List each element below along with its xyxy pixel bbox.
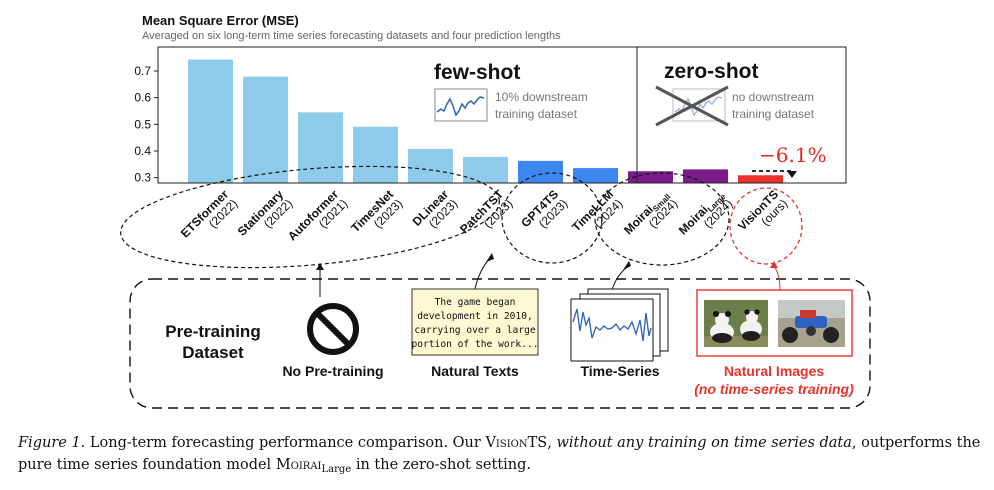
bar-moirai-small: [628, 171, 673, 183]
baseline-group-ellipse: [120, 165, 500, 269]
few-shot-desc-line1: 10% downstream: [495, 90, 588, 104]
bar-gpt4ts: [518, 160, 563, 183]
bar-autoformer: [298, 112, 343, 183]
text-sample-line: The game began: [435, 297, 516, 308]
text-sample-line: development in 2010,: [417, 311, 533, 322]
arrow-head: [486, 253, 494, 262]
bar-timellm: [573, 168, 618, 183]
no-entry-icon: [307, 303, 359, 355]
caption-moirai: Moirai: [275, 457, 322, 473]
atv-photo-icon: [778, 300, 845, 347]
x-tick-label: MoiraiLarge(2024): [676, 187, 736, 247]
few-shot-desc-line2: training dataset: [495, 107, 578, 121]
x-tick-label: Stationary(2022): [235, 187, 296, 248]
x-tick-label: Autoformer(2021): [285, 187, 351, 253]
caption-text: Long-term forecasting performance compar…: [85, 435, 486, 451]
moirai-group-ellipse: [594, 172, 730, 266]
x-tick-label: GPT4TS(2023): [518, 187, 570, 239]
caption-text: , outperforms the pure time series found…: [18, 435, 981, 473]
y-tick-label: 0.7: [134, 64, 151, 78]
y-tick-label: 0.4: [134, 144, 151, 158]
text-sample-line: portion of the work...: [411, 339, 538, 350]
figure-caption: Figure 1. Long-term forecasting performa…: [18, 432, 986, 481]
y-axis: 0.3 0.4 0.5 0.6 0.7: [134, 64, 158, 185]
arrow-head: [770, 261, 778, 268]
bar-moirai-large: [683, 169, 728, 183]
bar-dlinear: [408, 148, 453, 183]
x-tick-label: ETSformer(2022): [178, 187, 241, 250]
natural-texts-label: Natural Texts: [431, 363, 519, 379]
no-pretraining-label: No Pre-training: [282, 363, 383, 379]
chart-subtitle: Averaged on six long-term time series fo…: [142, 30, 561, 42]
improvement-label: −6.1%: [759, 143, 827, 167]
plot-frame: [157, 46, 847, 184]
caption-figure-label: Figure 1.: [18, 435, 86, 451]
arrow-head: [316, 263, 324, 270]
y-tick-label: 0.5: [134, 117, 151, 131]
natural-images-note: (no time-series training): [694, 381, 854, 397]
natural-images-label: Natural Images: [724, 363, 825, 379]
x-tick-label: VisionTS(ours): [735, 187, 790, 242]
text-sample-line: carrying over a large: [414, 325, 536, 336]
bar-patchtst: [463, 156, 508, 183]
bar-visionts: [738, 175, 783, 183]
x-tick-label: DLinear(2023): [410, 187, 461, 238]
pretraining-title-line1: Pre-training: [165, 322, 260, 341]
llm-group-ellipse: [501, 172, 603, 264]
zero-shot-desc-line2: training dataset: [732, 107, 815, 121]
arrow-head: [623, 261, 631, 270]
pretraining-box: [129, 278, 871, 409]
bar-etsformer: [188, 59, 233, 183]
bar-group: [188, 59, 783, 183]
figure: Mean Square Error (MSE) Averaged on six …: [120, 13, 871, 409]
x-tick-label: MoiraiSmall(2024): [621, 187, 680, 246]
few-shot-mini-chart-icon: [434, 88, 488, 122]
caption-visionts: VisionTS: [485, 435, 548, 451]
crossed-mini-chart-icon: [655, 85, 729, 127]
pretraining-title-line2: Dataset: [182, 343, 244, 362]
x-tick-labels: ETSformer(2022)Stationary(2022)Autoforme…: [178, 187, 790, 253]
zero-shot-desc-line1: no downstream: [732, 90, 814, 104]
chart-title: Mean Square Error (MSE): [142, 13, 299, 28]
caption-text: ,: [547, 435, 557, 451]
caption-text: in the zero-shot setting.: [351, 457, 532, 473]
improvement-arrow-head: [787, 171, 797, 178]
visionts-ellipse: [729, 187, 803, 265]
y-tick-label: 0.6: [134, 91, 151, 105]
zero-shot-label: zero-shot: [664, 60, 759, 83]
x-tick-label: TimesNet(2023): [348, 187, 405, 244]
time-series-label: Time-Series: [580, 363, 659, 379]
x-tick-label: TimeLLM(2024): [569, 187, 625, 243]
bar-timesnet: [353, 126, 398, 183]
text-sample-box: [411, 288, 539, 356]
y-tick-label: 0.3: [134, 171, 151, 185]
caption-moirai-sub: Large: [321, 464, 352, 475]
panda-photo-icon: [704, 300, 768, 347]
time-series-stack-icon: [570, 288, 669, 362]
bar-stationary: [243, 76, 288, 183]
few-shot-label: few-shot: [434, 61, 520, 84]
caption-italic: without any training on time series data: [556, 435, 852, 451]
